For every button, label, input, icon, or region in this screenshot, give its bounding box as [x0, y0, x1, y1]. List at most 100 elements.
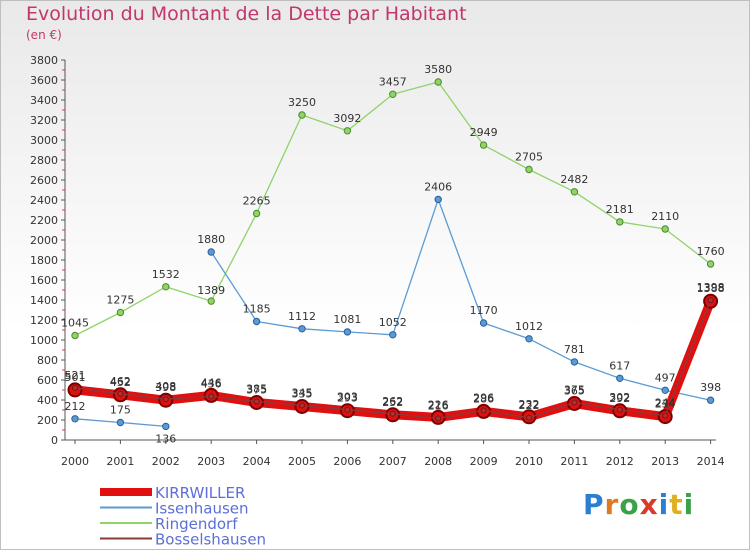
data-point-ringendorf [162, 283, 170, 291]
data-point-ringendorf [661, 225, 669, 233]
data-label-issenhausen: 781 [564, 343, 585, 356]
data-label-ringendorf: 2110 [651, 210, 679, 223]
data-label-issenhausen: 212 [65, 400, 86, 413]
data-point-bosselshausen [526, 414, 532, 421]
data-point-bosselshausen [299, 402, 305, 409]
y-tick-label: 1000 [30, 334, 58, 347]
data-point-ringendorf [71, 331, 79, 340]
data-label-bosselshausen: 222 [519, 399, 540, 412]
data-point-ringendorf [570, 188, 579, 196]
data-label-kirrwiller: 232 [519, 398, 540, 411]
y-tick-label: 200 [37, 414, 58, 427]
x-tick-label: 2010 [515, 455, 543, 468]
data-point-issenhausen [389, 331, 397, 339]
data-label-issenhausen: 1185 [243, 303, 271, 316]
data-label-kirrwiller: 1388 [697, 282, 725, 295]
data-label-issenhausen: 617 [609, 359, 630, 372]
chart-title: Evolution du Montant de la Dette par Hab… [26, 3, 467, 25]
data-label-ringendorf: 2482 [560, 173, 588, 186]
x-tick-label: 2001 [106, 455, 134, 468]
data-point-issenhausen [479, 319, 488, 327]
data-label-ringendorf: 1532 [152, 268, 180, 281]
data-label-bosselshausen: 262 [382, 395, 403, 408]
data-label-kirrwiller: 292 [609, 392, 630, 405]
y-tick-label: 400 [37, 394, 58, 407]
data-label-ringendorf: 2181 [606, 203, 634, 216]
x-tick-label: 2013 [651, 455, 679, 468]
data-label-issenhausen: 1081 [333, 313, 361, 326]
data-label-issenhausen: 1112 [288, 310, 316, 323]
data-label-bosselshausen: 345 [292, 387, 313, 400]
data-label-bosselshausen: 303 [337, 391, 358, 404]
data-point-ringendorf [616, 218, 624, 226]
data-label-ringendorf: 2705 [515, 151, 543, 164]
data-point-bosselshausen [162, 396, 169, 403]
data-label-bosselshausen: 296 [473, 391, 494, 404]
data-label-ringendorf: 3580 [424, 63, 452, 76]
data-label-ringendorf: 2265 [243, 195, 271, 208]
data-point-ringendorf [479, 141, 488, 149]
x-tick-label: 2011 [560, 455, 588, 468]
x-tick-label: 2006 [333, 455, 361, 468]
data-label-ringendorf: 1275 [106, 294, 134, 307]
x-tick-label: 2000 [61, 455, 89, 468]
chart-subtitle: (en €) [26, 28, 62, 42]
data-point-issenhausen [434, 195, 442, 204]
data-point-issenhausen [616, 374, 624, 382]
y-tick-label: 3800 [30, 54, 58, 67]
data-point-issenhausen [706, 396, 715, 404]
x-tick-label: 2008 [424, 455, 452, 468]
data-label-ringendorf: 3457 [379, 75, 407, 88]
data-point-bosselshausen [344, 406, 351, 413]
data-point-bosselshausen [208, 393, 215, 400]
x-tick-label: 2002 [152, 455, 180, 468]
data-label-bosselshausen: 385 [246, 383, 267, 396]
data-point-bosselshausen [480, 407, 487, 414]
data-point-bosselshausen [72, 384, 78, 391]
data-label-bosselshausen: 216 [428, 399, 449, 412]
data-label-bosselshausen: 521 [65, 369, 86, 382]
y-tick-label: 2800 [30, 154, 58, 167]
data-point-issenhausen [661, 386, 669, 394]
data-point-bosselshausen [707, 297, 714, 304]
data-point-issenhausen [252, 317, 261, 326]
y-tick-label: 0 [51, 434, 58, 447]
data-label-bosselshausen: 408 [155, 380, 176, 393]
data-point-ringendorf [343, 127, 352, 135]
data-point-bosselshausen [435, 415, 442, 422]
y-tick-label: 3000 [30, 134, 58, 147]
data-point-ringendorf [116, 308, 125, 317]
data-label-issenhausen: 175 [110, 404, 131, 417]
data-label-kirrwiller: 501 [65, 371, 86, 384]
data-label-issenhausen: 1012 [515, 320, 543, 333]
data-point-bosselshausen [253, 398, 260, 405]
data-label-kirrwiller: 335 [292, 388, 313, 401]
y-tick-label: 3200 [30, 114, 58, 127]
legend-label-bosselshausen: Bosselshausen [155, 531, 266, 549]
data-point-ringendorf [252, 209, 261, 218]
data-point-ringendorf [706, 260, 715, 268]
data-point-bosselshausen [117, 390, 124, 397]
y-tick-label: 1800 [30, 254, 58, 267]
data-point-ringendorf [389, 90, 397, 99]
data-label-kirrwiller: 398 [155, 381, 176, 394]
x-tick-label: 2012 [606, 455, 634, 468]
data-label-ringendorf: 1760 [697, 245, 725, 258]
legend-label-ringendorf: Ringendorf [155, 515, 238, 533]
data-point-issenhausen [71, 415, 79, 423]
data-label-bosselshausen: 436 [201, 377, 222, 390]
proxiti-logo: Proxiti [583, 488, 695, 521]
data-point-issenhausen [343, 328, 352, 336]
y-tick-label: 1600 [30, 274, 58, 287]
data-point-bosselshausen [571, 399, 578, 406]
y-tick-label: 800 [37, 354, 58, 367]
x-tick-label: 2009 [470, 455, 498, 468]
data-label-issenhausen: 136 [155, 432, 176, 445]
data-label-kirrwiller: 365 [564, 385, 585, 398]
data-point-bosselshausen [662, 412, 669, 419]
data-label-ringendorf: 1389 [197, 284, 225, 297]
data-point-ringendorf [298, 111, 306, 119]
legend-label-issenhausen: Issenhausen [155, 500, 249, 518]
y-tick-label: 2400 [30, 194, 58, 207]
